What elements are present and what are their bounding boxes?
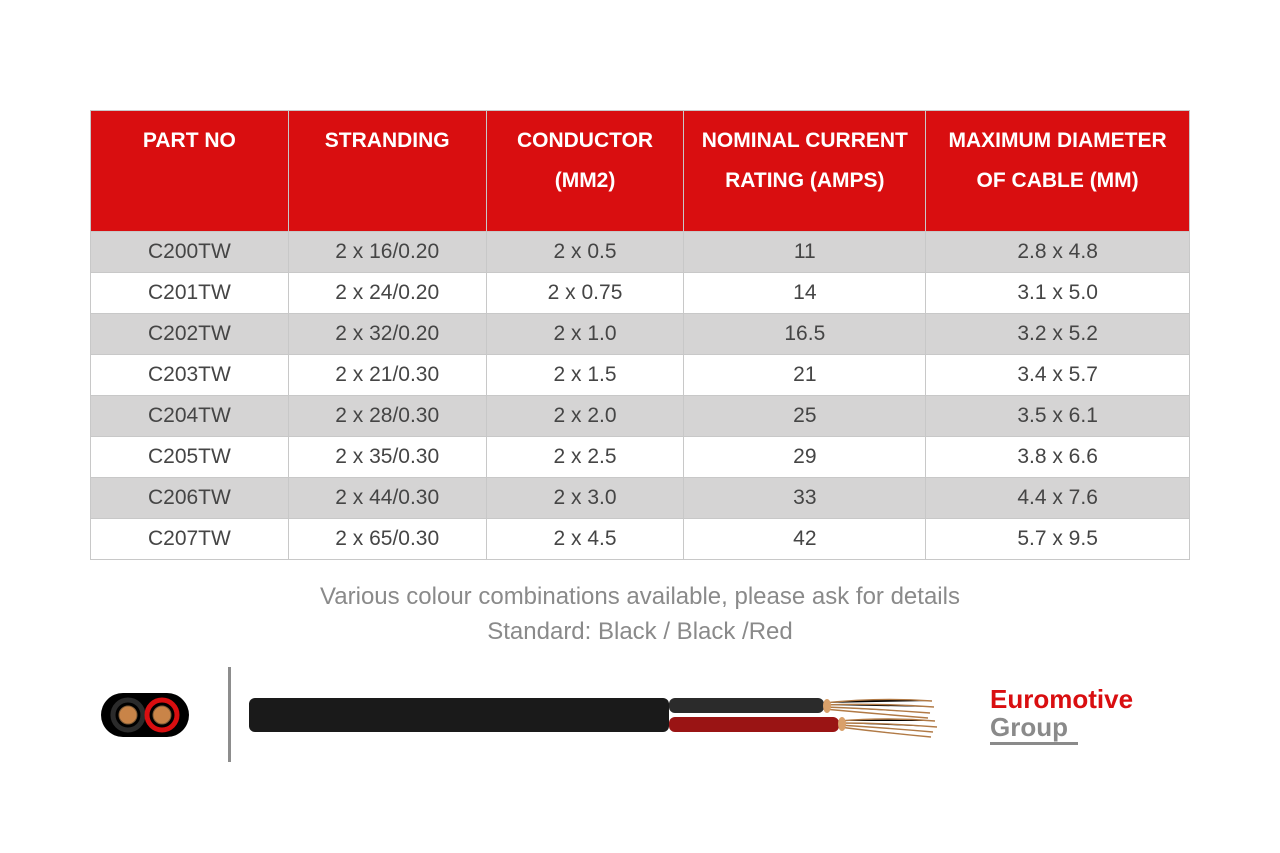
brand-logo: Euromotive Group xyxy=(990,685,1190,745)
cell-part: C201TW xyxy=(91,272,289,313)
spec-table: PART NO STRANDING CONDUCTOR (MM2) NOMINA… xyxy=(90,110,1190,560)
cell-stranding: 2 x 21/0.30 xyxy=(288,354,486,395)
cell-part: C205TW xyxy=(91,436,289,477)
cell-dia: 3.1 x 5.0 xyxy=(926,272,1190,313)
caption-line2: Standard: Black / Black /Red xyxy=(90,615,1190,650)
cell-dia: 3.4 x 5.7 xyxy=(926,354,1190,395)
cell-dia: 4.4 x 7.6 xyxy=(926,477,1190,518)
cell-stranding: 2 x 32/0.20 xyxy=(288,313,486,354)
caption-line1: Various colour combinations available, p… xyxy=(90,580,1190,615)
cell-stranding: 2 x 35/0.30 xyxy=(288,436,486,477)
cell-dia: 2.8 x 4.8 xyxy=(926,231,1190,272)
header-sub: RATING (AMPS) xyxy=(725,169,884,192)
cell-stranding: 2 x 24/0.20 xyxy=(288,272,486,313)
header-text: STRANDING xyxy=(325,129,450,152)
header-sub: (MM2) xyxy=(555,169,616,192)
cell-stranding: 2 x 44/0.30 xyxy=(288,477,486,518)
table-row: C206TW2 x 44/0.302 x 3.0334.4 x 7.6 xyxy=(91,477,1190,518)
header-text: NOMINAL CURRENT xyxy=(702,129,908,152)
cell-stranding: 2 x 65/0.30 xyxy=(288,518,486,559)
cell-part: C200TW xyxy=(91,231,289,272)
cell-rating: 16.5 xyxy=(684,313,926,354)
table-row: C200TW2 x 16/0.202 x 0.5112.8 x 4.8 xyxy=(91,231,1190,272)
cell-conductor: 2 x 4.5 xyxy=(486,518,684,559)
cell-conductor: 2 x 0.5 xyxy=(486,231,684,272)
cell-rating: 14 xyxy=(684,272,926,313)
cell-conductor: 2 x 0.75 xyxy=(486,272,684,313)
footer: Euromotive Group xyxy=(90,667,1190,762)
cell-conductor: 2 x 1.5 xyxy=(486,354,684,395)
cable-cross-section-icon xyxy=(90,685,200,745)
table-row: C205TW2 x 35/0.302 x 2.5293.8 x 6.6 xyxy=(91,436,1190,477)
cell-rating: 33 xyxy=(684,477,926,518)
table-row: C203TW2 x 21/0.302 x 1.5213.4 x 5.7 xyxy=(91,354,1190,395)
col-conductor: CONDUCTOR (MM2) xyxy=(486,111,684,232)
table-body: C200TW2 x 16/0.202 x 0.5112.8 x 4.8C201T… xyxy=(91,231,1190,559)
cell-part: C207TW xyxy=(91,518,289,559)
table-row: C204TW2 x 28/0.302 x 2.0253.5 x 6.1 xyxy=(91,395,1190,436)
cell-part: C206TW xyxy=(91,477,289,518)
col-stranding: STRANDING xyxy=(288,111,486,232)
cell-rating: 21 xyxy=(684,354,926,395)
cell-dia: 3.5 x 6.1 xyxy=(926,395,1190,436)
vertical-divider xyxy=(228,667,231,762)
header-text: PART NO xyxy=(143,129,236,152)
cell-rating: 29 xyxy=(684,436,926,477)
col-nominal-current: NOMINAL CURRENT RATING (AMPS) xyxy=(684,111,926,232)
cell-conductor: 2 x 2.5 xyxy=(486,436,684,477)
cell-part: C204TW xyxy=(91,395,289,436)
cell-stranding: 2 x 28/0.30 xyxy=(288,395,486,436)
cell-conductor: 2 x 2.0 xyxy=(486,395,684,436)
cable-side-wrap xyxy=(228,667,962,762)
cell-rating: 11 xyxy=(684,231,926,272)
cell-stranding: 2 x 16/0.20 xyxy=(288,231,486,272)
cable-side-view-icon xyxy=(249,680,949,750)
cell-part: C202TW xyxy=(91,313,289,354)
table-row: C201TW2 x 24/0.202 x 0.75143.1 x 5.0 xyxy=(91,272,1190,313)
cell-part: C203TW xyxy=(91,354,289,395)
cell-conductor: 2 x 1.0 xyxy=(486,313,684,354)
logo-line2: Group xyxy=(990,713,1078,745)
cell-rating: 42 xyxy=(684,518,926,559)
table-header: PART NO STRANDING CONDUCTOR (MM2) NOMINA… xyxy=(91,111,1190,232)
header-text: CONDUCTOR xyxy=(517,129,653,152)
col-max-diameter: MAXIMUM DIAMETER OF CABLE (MM) xyxy=(926,111,1190,232)
col-part-no: PART NO xyxy=(91,111,289,232)
cell-dia: 5.7 x 9.5 xyxy=(926,518,1190,559)
cell-conductor: 2 x 3.0 xyxy=(486,477,684,518)
table-row: C207TW2 x 65/0.302 x 4.5425.7 x 9.5 xyxy=(91,518,1190,559)
logo-line1: Euromotive xyxy=(990,685,1190,714)
cell-rating: 25 xyxy=(684,395,926,436)
header-text: MAXIMUM DIAMETER xyxy=(949,129,1167,152)
cell-dia: 3.2 x 5.2 xyxy=(926,313,1190,354)
table-row: C202TW2 x 32/0.202 x 1.016.53.2 x 5.2 xyxy=(91,313,1190,354)
cell-dia: 3.8 x 6.6 xyxy=(926,436,1190,477)
header-sub: OF CABLE (MM) xyxy=(977,169,1139,192)
caption: Various colour combinations available, p… xyxy=(90,580,1190,650)
